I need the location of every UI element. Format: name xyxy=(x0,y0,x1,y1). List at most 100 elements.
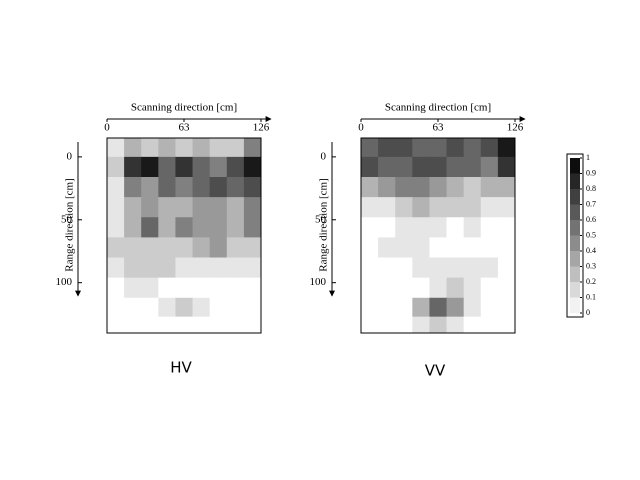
heatmap-cell xyxy=(497,316,516,334)
heatmap-cell xyxy=(141,197,159,218)
colorbar-tick-label: 0 xyxy=(586,308,590,317)
heatmap-cell xyxy=(107,297,125,318)
heatmap-cell xyxy=(192,197,211,218)
heatmap-cell xyxy=(107,316,125,334)
heatmap-cell xyxy=(378,316,396,334)
heatmap-cell xyxy=(141,277,159,299)
x-tick-label: 126 xyxy=(253,122,270,134)
heatmap-cell xyxy=(412,257,430,279)
x-axis-label: Scanning direction [cm] xyxy=(385,102,491,114)
heatmap-cell xyxy=(175,237,194,259)
heatmap-cell xyxy=(141,237,159,259)
heatmap-cell xyxy=(446,297,465,318)
heatmap-cell xyxy=(107,257,125,279)
heatmap-cell xyxy=(395,138,413,158)
heatmap-cell xyxy=(378,257,396,279)
heatmap-cell xyxy=(124,257,142,279)
y-tick-label: 0 xyxy=(321,150,327,162)
heatmap-cell xyxy=(429,156,448,178)
heatmap-cell xyxy=(378,197,396,218)
colorbar-band xyxy=(570,266,580,282)
colorbar-tick-label: 0.7 xyxy=(586,199,596,208)
colorbar-band xyxy=(570,204,580,220)
heatmap-cell xyxy=(463,217,482,238)
heatmap-cell xyxy=(124,177,142,198)
colorbar-tick-label: 0.4 xyxy=(586,246,596,255)
heatmap-cell xyxy=(378,297,396,318)
heatmap-cell xyxy=(209,277,228,299)
heatmap-cell xyxy=(463,138,482,158)
heatmap-cell xyxy=(395,237,413,259)
heatmap-cell xyxy=(243,257,262,279)
heatmap-cell xyxy=(429,297,448,318)
heatmap-cell xyxy=(243,138,262,158)
heatmap-cell xyxy=(480,297,499,318)
heatmap-cell xyxy=(378,177,396,198)
heatmap-cell xyxy=(158,257,176,279)
heatmap-cell xyxy=(497,297,516,318)
colorbar-band xyxy=(570,251,580,267)
heatmap-cell xyxy=(395,156,413,178)
heatmap-cell xyxy=(497,156,516,178)
heatmap-cell xyxy=(226,197,245,218)
heatmap-cell xyxy=(361,316,379,334)
heatmap-cell xyxy=(192,156,211,178)
heatmap-cell xyxy=(480,156,499,178)
heatmap-cell xyxy=(497,177,516,198)
heatmap-cell xyxy=(124,297,142,318)
heatmap-cell xyxy=(124,197,142,218)
heatmap-cell xyxy=(107,177,125,198)
heatmap-cell xyxy=(497,138,516,158)
colorbar-band xyxy=(570,220,580,236)
heatmap-cell xyxy=(463,277,482,299)
heatmap-cell xyxy=(175,297,194,318)
heatmap-cell xyxy=(226,297,245,318)
heatmap-cell xyxy=(124,156,142,178)
heatmap-cell xyxy=(175,316,194,334)
x-tick-label: 63 xyxy=(179,122,191,134)
heatmap-cell xyxy=(480,177,499,198)
heatmap-cell xyxy=(209,237,228,259)
heatmap-cell xyxy=(361,138,379,158)
heatmap-cell xyxy=(243,177,262,198)
x-tick-label: 0 xyxy=(104,122,110,134)
heatmap-cell xyxy=(226,156,245,178)
heatmap-cell xyxy=(497,277,516,299)
heatmap-cell xyxy=(158,316,176,334)
heatmap-cell xyxy=(378,237,396,259)
heatmap-cell xyxy=(361,177,379,198)
heatmap-cell xyxy=(361,237,379,259)
heatmap-cell xyxy=(175,156,194,178)
heatmap-cell xyxy=(175,138,194,158)
colorbar-band xyxy=(570,235,580,251)
heatmap-cell xyxy=(192,177,211,198)
heatmap-cell xyxy=(497,237,516,259)
heatmap-cell xyxy=(446,257,465,279)
heatmap-cell xyxy=(412,138,430,158)
colorbar-tick-label: 0.8 xyxy=(586,184,596,193)
colorbar-tick-label: 1 xyxy=(586,153,590,162)
heatmap-cell xyxy=(446,156,465,178)
heatmap-cell xyxy=(209,197,228,218)
heatmap-cell xyxy=(361,197,379,218)
heatmap-cell xyxy=(429,197,448,218)
heatmap-cell xyxy=(192,138,211,158)
heatmap-cell xyxy=(124,316,142,334)
heatmap-cell xyxy=(124,138,142,158)
heatmap-cell xyxy=(226,138,245,158)
y-tick-label: 100 xyxy=(310,276,327,288)
heatmap-cell xyxy=(175,177,194,198)
heatmap-cell xyxy=(158,197,176,218)
heatmap-cell xyxy=(361,156,379,178)
heatmap-cell xyxy=(209,217,228,238)
heatmap-cell xyxy=(226,217,245,238)
heatmap-cell xyxy=(192,316,211,334)
y-tick-label: 50 xyxy=(61,213,73,225)
heatmap-cell xyxy=(243,277,262,299)
heatmap-cell xyxy=(378,277,396,299)
heatmap-cell xyxy=(412,217,430,238)
heatmap-cell xyxy=(412,316,430,334)
heatmap-cell xyxy=(429,277,448,299)
heatmap-cell xyxy=(395,257,413,279)
